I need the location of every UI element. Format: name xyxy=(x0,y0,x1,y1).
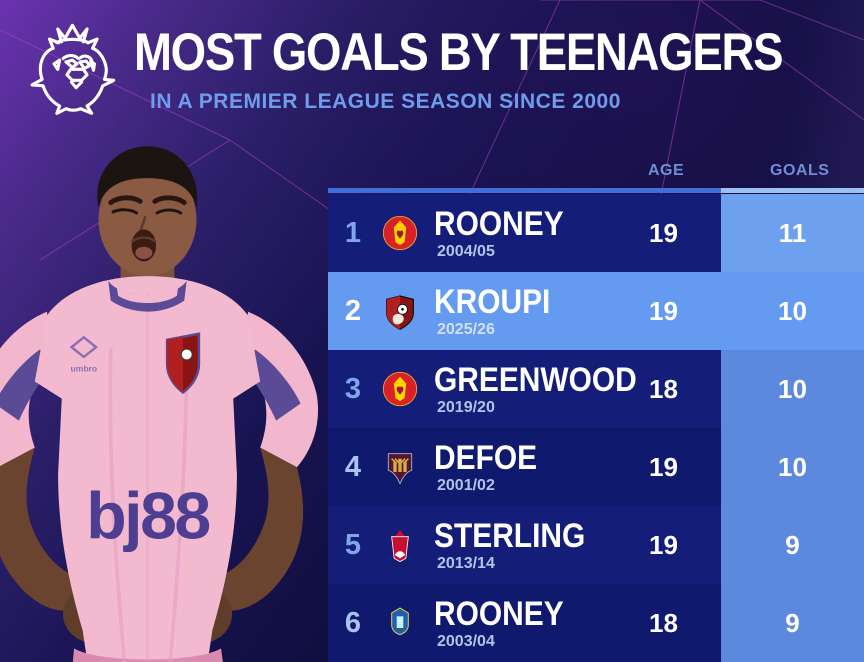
svg-text:umbro: umbro xyxy=(70,364,97,374)
svg-text:bj88: bj88 xyxy=(86,479,209,553)
